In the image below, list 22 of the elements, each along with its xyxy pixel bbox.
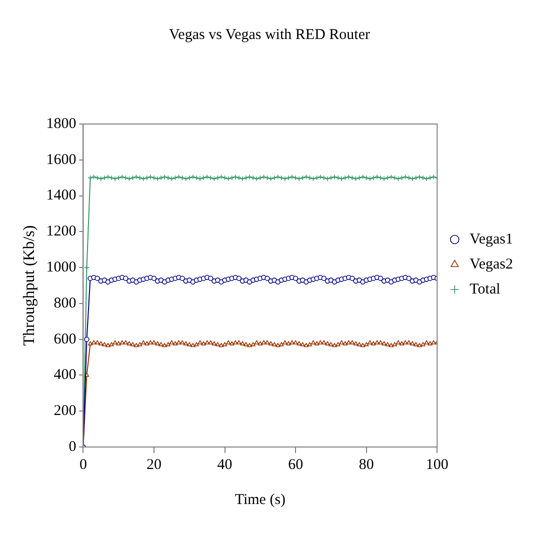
x-tick-label: 40 <box>217 456 232 473</box>
y-tick-label: 0 <box>68 438 76 455</box>
x-tick-label: 100 <box>426 456 448 473</box>
y-tick-label: 1600 <box>46 152 76 168</box>
x-axis-title: Time (s) <box>234 492 286 508</box>
legend-label: Vegas1 <box>470 231 514 248</box>
y-tick-label: 1400 <box>46 188 76 204</box>
y-tick-label: 800 <box>54 295 76 312</box>
y-tick-label: 200 <box>54 403 76 420</box>
y-tick-label: 400 <box>54 367 76 384</box>
y-axis-title: Throughput (Kb/s) <box>20 225 38 346</box>
y-tick-label: 600 <box>54 331 76 348</box>
y-tick-label: 1800 <box>46 116 76 132</box>
y-tick-label: 1200 <box>46 224 76 240</box>
x-tick-label: 60 <box>288 456 304 473</box>
x-tick-label: 20 <box>146 456 162 473</box>
y-tick-label: 1000 <box>46 259 76 276</box>
x-tick-label: 0 <box>79 456 87 473</box>
legend-label: Total <box>470 281 500 298</box>
chart-title: Vegas vs Vegas with RED Router <box>169 26 370 43</box>
x-tick-label: 80 <box>358 456 374 473</box>
legend-label: Vegas2 <box>470 256 514 272</box>
